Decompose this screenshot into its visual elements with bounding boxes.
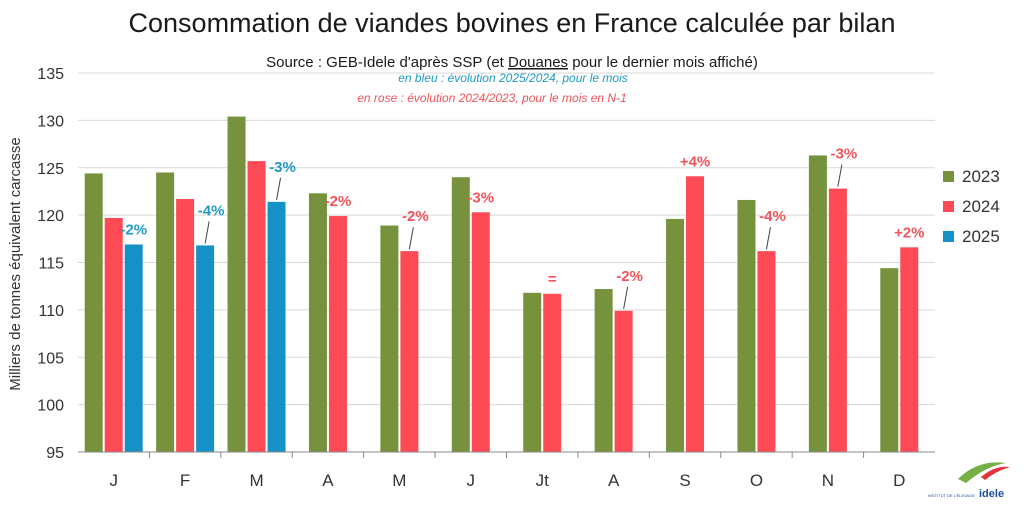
annotation-label: +2%	[894, 224, 924, 241]
x-tick-label: J	[467, 471, 476, 490]
x-tick-label: Jt	[536, 471, 550, 490]
y-axis-ticks: 95 100 105 110 115 120 125 130 135	[37, 66, 64, 462]
bar-2024-D	[900, 247, 919, 452]
logo-brand: idele	[979, 488, 1004, 500]
annotation-leader	[837, 164, 843, 187]
annotation-label: -2%	[120, 221, 147, 238]
y-axis-label: Milliers de tonnes équivalent carcasse	[7, 137, 24, 390]
note-blue: en bleu : évolution 2025/2024, pour le m…	[398, 71, 628, 85]
y-tick-label: 105	[37, 350, 64, 367]
legend-label-2024: 2024	[962, 197, 1000, 216]
y-tick-label: 125	[37, 161, 64, 178]
annotation-leader	[765, 227, 771, 250]
legend-label-2023: 2023	[962, 167, 1000, 186]
bar-2023-A	[308, 193, 327, 452]
annotation-label: -3%	[269, 159, 296, 176]
annotations: -2% -4% -3% -2% -2% -3% = -2% +4% -4% -3% +2%	[120, 146, 925, 309]
logo-swoosh-green	[958, 462, 1006, 483]
bar-2023-M	[380, 225, 399, 452]
y-tick-label: 120	[37, 208, 64, 225]
x-tick-label: M	[249, 471, 263, 490]
annotation-label: -3%	[467, 189, 494, 206]
bar-2024-J	[104, 217, 123, 452]
x-tick-label: J	[109, 471, 118, 490]
logo-swoosh-red	[981, 466, 1010, 480]
legend-swatch-2025	[943, 231, 954, 242]
annotation-label: -2%	[616, 268, 643, 285]
annotation-label: -4%	[198, 202, 225, 219]
y-tick-label: 95	[46, 445, 64, 462]
bar-2023-F	[156, 172, 175, 453]
bar-2023-D	[880, 268, 899, 452]
y-tick-label: 100	[37, 398, 64, 415]
bar-2023-Jt	[523, 292, 542, 452]
annotation-label: -4%	[759, 208, 786, 225]
legend-label-2025: 2025	[962, 227, 1000, 246]
bar-2024-S	[686, 176, 705, 452]
bar-2024-A	[328, 216, 347, 452]
gridlines	[78, 72, 935, 406]
bar-2024-M	[400, 251, 419, 452]
x-tick-label: F	[180, 471, 190, 490]
chart-title: Consommation de viandes bovines en Franc…	[129, 8, 896, 38]
y-tick-label: 115	[38, 256, 64, 273]
annotation-label: =	[548, 271, 557, 288]
bar-2023-J	[84, 173, 103, 452]
x-tick-label: A	[608, 471, 620, 490]
annotation-leader	[623, 286, 629, 309]
x-tick-label: N	[822, 471, 834, 490]
note-rose: en rose : évolution 2024/2023, pour le m…	[357, 91, 627, 105]
annotation-leader	[204, 221, 210, 244]
y-tick-label: 110	[38, 303, 64, 320]
bar-2024-O	[757, 251, 776, 452]
annotation-label: +4%	[680, 153, 710, 170]
bar-2023-S	[666, 218, 685, 452]
x-tick-label: D	[893, 471, 905, 490]
legend: 2023 2024 2025	[943, 167, 1000, 246]
chart-subtitle: Source : GEB-Idele d'après SSP (et Douan…	[266, 54, 758, 71]
annotation-leader	[408, 227, 414, 250]
bar-2023-O	[737, 199, 756, 452]
bar-2023-N	[808, 155, 827, 452]
logo-caption: INSTITUT DE L'ÉLEVAGE	[928, 493, 975, 498]
bar-2024-M	[247, 161, 266, 452]
bar-2025-J	[124, 244, 143, 452]
y-tick-label: 130	[37, 113, 64, 130]
bar-2025-M	[267, 201, 286, 452]
bar-2023-M	[227, 116, 246, 453]
bar-2024-A	[614, 310, 633, 452]
bar-2024-F	[176, 199, 195, 452]
bar-2023-A	[594, 289, 613, 452]
legend-swatch-2023	[943, 171, 954, 182]
legend-swatch-2024	[943, 201, 954, 212]
bar-2023-J	[451, 177, 470, 452]
x-tick-label: S	[679, 471, 690, 490]
x-tick-label: O	[750, 471, 763, 490]
annotation-leader	[276, 177, 282, 200]
y-tick-label: 135	[37, 66, 64, 83]
bar-2024-Jt	[543, 293, 562, 452]
bar-2025-F	[196, 245, 215, 452]
x-tick-label: M	[392, 471, 406, 490]
idele-logo: INSTITUT DE L'ÉLEVAGE idele	[928, 462, 1010, 500]
x-tick-label: A	[322, 471, 334, 490]
x-axis-ticks: J F M A M J Jt A S O N D	[109, 452, 905, 490]
bar-2024-N	[828, 188, 847, 452]
annotation-label: -3%	[831, 146, 858, 163]
annotation-label: -2%	[402, 208, 429, 225]
bar-2024-J	[471, 212, 490, 452]
bars	[84, 116, 919, 453]
annotation-label: -2%	[325, 193, 352, 210]
